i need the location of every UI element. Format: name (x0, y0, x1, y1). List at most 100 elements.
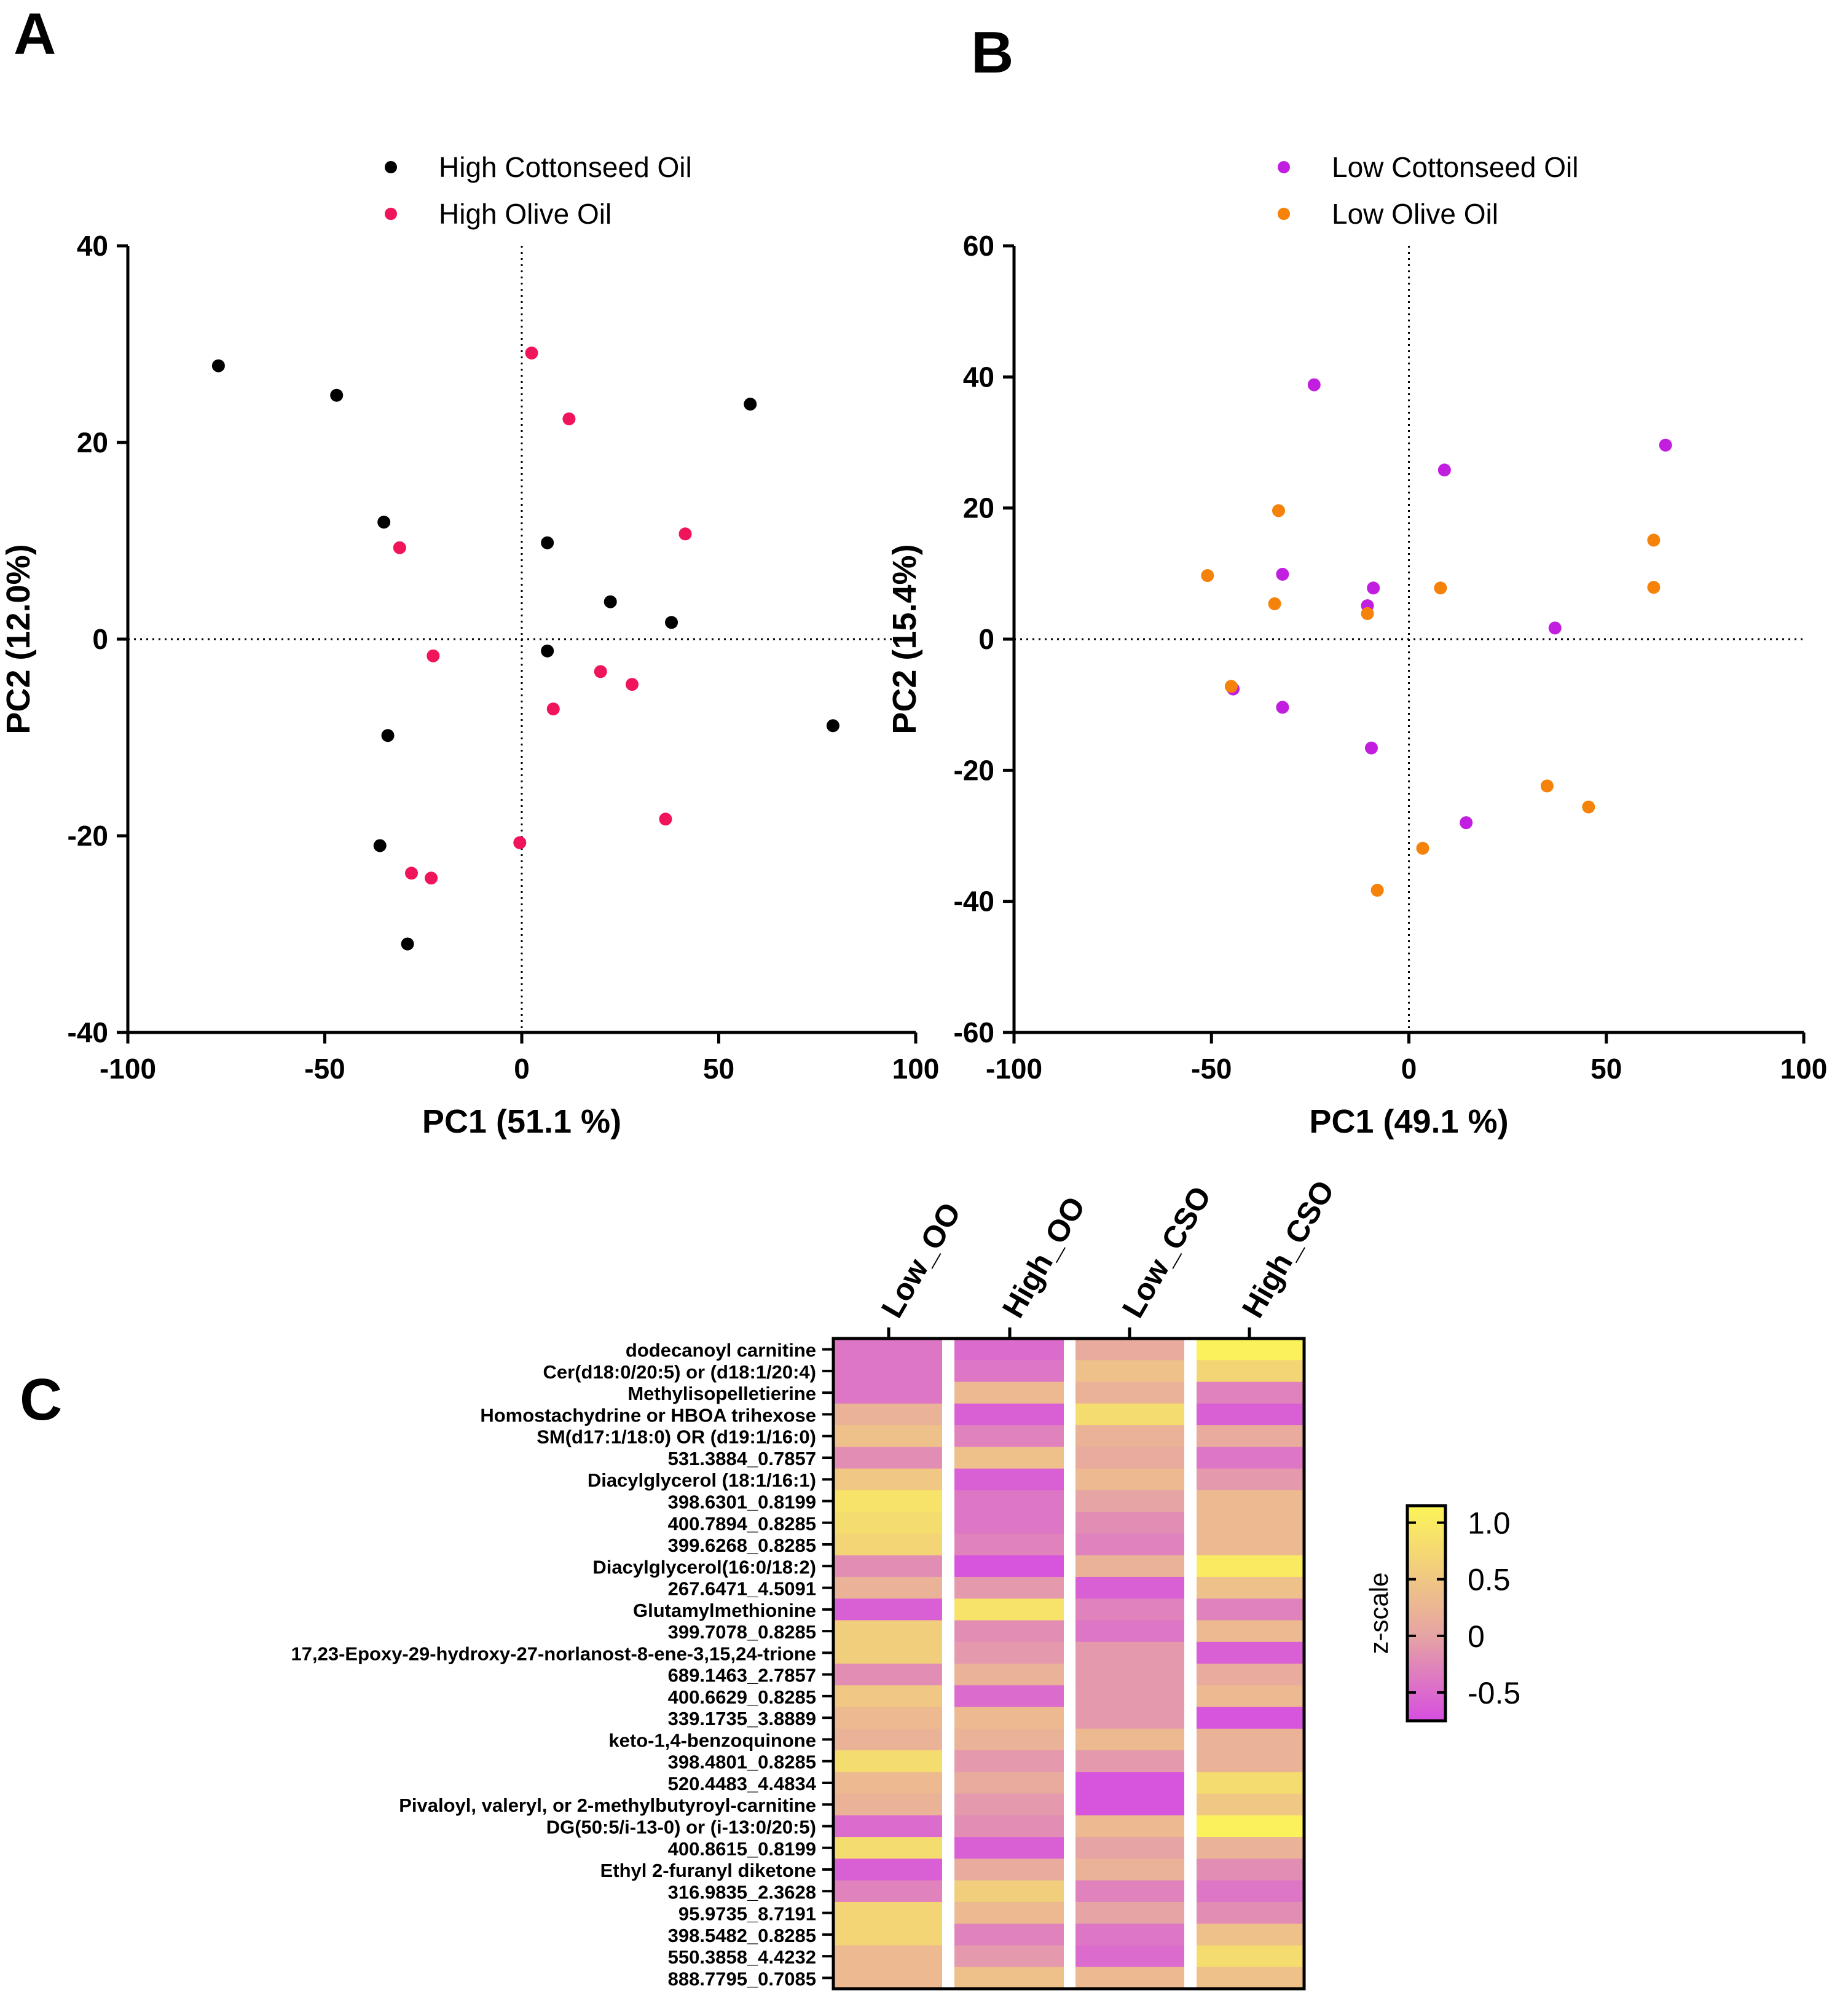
y-tick-label: -20 (68, 820, 108, 852)
row-label: DG(50:5/i-13-0) or (i-13:0/20:5) (546, 1817, 816, 1838)
colorbar: 1.0 0.5 0 -0.5 z-scale (1364, 1504, 1520, 1723)
heatmap-cell (833, 1576, 942, 1599)
heatmap-cell (833, 1555, 942, 1578)
x-tick-label: 50 (703, 1053, 734, 1085)
heatmap-cell (954, 1858, 1064, 1881)
y-tick-label: -60 (954, 1016, 994, 1048)
heatmap-cell (1075, 1837, 1184, 1859)
y-axis-title: PC2 (15.4%) (886, 544, 923, 734)
heatmap-cell (1197, 1880, 1304, 1903)
heatmap-cell (954, 1685, 1064, 1708)
data-point (425, 871, 438, 885)
y-tick-label: 40 (77, 230, 108, 262)
heatmap-cell (954, 1880, 1064, 1903)
heatmap-cell (954, 1728, 1064, 1751)
y-tick-label: 20 (77, 427, 108, 458)
heatmap-cell (954, 1468, 1064, 1491)
column-label: Low_CSO (1115, 1181, 1218, 1324)
heatmap-cell (1075, 1641, 1184, 1664)
data-point (1437, 463, 1451, 477)
data-point (1647, 581, 1661, 594)
heatmap-cell (1075, 1750, 1184, 1772)
heatmap-cell (954, 1425, 1064, 1447)
y-tick-label: -40 (68, 1016, 108, 1048)
heatmap-cell (954, 1967, 1064, 1989)
panel-label-b: B (971, 20, 1013, 85)
heatmap-cell (1075, 1685, 1184, 1708)
row-label: 398.6301_0.8199 (668, 1492, 816, 1513)
data-point (1367, 581, 1380, 595)
heatmap-cell (1197, 1360, 1304, 1383)
x-tick-label: -50 (1191, 1053, 1232, 1085)
heatmap-cell (1197, 1620, 1304, 1643)
data-point (401, 937, 414, 951)
heatmap-cell (1075, 1793, 1184, 1816)
heatmap-cell (1075, 1576, 1184, 1599)
y-tick-label: 20 (963, 492, 994, 524)
heatmap-cell (833, 1880, 942, 1903)
y-tick-label: 40 (963, 361, 994, 393)
row-label: Ethyl 2-furanyl diketone (600, 1860, 816, 1881)
heatmap-cell (833, 1815, 942, 1838)
heatmap-cell (1197, 1641, 1304, 1664)
x-tick-label: 0 (514, 1053, 530, 1085)
data-point (1361, 607, 1374, 620)
heatmap-cell (1197, 1728, 1304, 1751)
heatmap-cell (1197, 1512, 1304, 1534)
heatmap-cell (1075, 1664, 1184, 1686)
x-tick-label: 100 (892, 1053, 940, 1085)
colorbar-bar (1406, 1504, 1447, 1723)
y-tick-label: 0 (978, 623, 994, 655)
data-point (744, 398, 757, 411)
row-label: Pivaloyl, valeryl, or 2-methylbutyroyl-c… (399, 1795, 816, 1816)
heatmap-cell (1075, 1707, 1184, 1729)
colorbar-tick-label: 0 (1468, 1619, 1485, 1654)
heatmap-cell (1197, 1382, 1304, 1404)
row-label: 888.7795_0.7085 (668, 1968, 816, 1989)
data-point (1268, 597, 1281, 610)
heatmap-cell (1075, 1490, 1184, 1512)
heatmap-cell (1197, 1576, 1304, 1599)
data-point (1224, 680, 1238, 693)
legend-label: High Olive Oil (439, 198, 611, 230)
heatmap-cell (954, 1664, 1064, 1686)
heatmap-cell (833, 1533, 942, 1556)
heatmap-cell (1075, 1468, 1184, 1491)
data-point (1647, 533, 1661, 547)
row-label: 550.3858_4.4232 (668, 1946, 816, 1968)
heatmap-cell (954, 1707, 1064, 1729)
y-tick-label: -20 (954, 754, 994, 786)
x-axis-title: PC1 (49.1 %) (1309, 1103, 1508, 1140)
row-label: keto-1,4-benzoquinone (608, 1729, 816, 1751)
row-label: dodecanoyl carnitine (626, 1340, 816, 1361)
heatmap-cell (1075, 1425, 1184, 1447)
heatmap-cell (833, 1360, 942, 1383)
colorbar-tick-label: 1.0 (1468, 1506, 1511, 1541)
heatmap-cell (954, 1945, 1064, 1968)
heatmap-cell (1075, 1403, 1184, 1426)
heatmap-cell (833, 1728, 942, 1751)
row-label: 400.6629_0.8285 (668, 1686, 816, 1708)
data-point (1434, 581, 1447, 595)
heatmap-cell (833, 1447, 942, 1469)
heatmap-cell (1075, 1598, 1184, 1621)
colorbar-title: z-scale (1364, 1572, 1393, 1654)
heatmap-cell (954, 1339, 1064, 1361)
data-point (826, 719, 839, 733)
column-label: High_OO (996, 1191, 1092, 1324)
heatmap-cell (833, 1967, 942, 1989)
data-point (1201, 569, 1214, 583)
heatmap-cell (1075, 1620, 1184, 1643)
data-point (405, 867, 419, 880)
heatmap-cell (954, 1490, 1064, 1512)
data-point (525, 346, 538, 360)
heatmap-cell (1075, 1967, 1184, 1989)
row-label: 520.4483_4.4834 (668, 1773, 817, 1795)
heatmap-cell (954, 1837, 1064, 1859)
heatmap-cell (833, 1837, 942, 1859)
x-tick-label: -50 (304, 1053, 345, 1085)
row-label: Cer(d18:0/20:5) or (d18:1/20:4) (543, 1361, 817, 1383)
row-label: Homostachydrine or HBOA trihexose (480, 1404, 816, 1426)
heatmap-cell (1075, 1858, 1184, 1881)
heatmap-cell (833, 1512, 942, 1534)
